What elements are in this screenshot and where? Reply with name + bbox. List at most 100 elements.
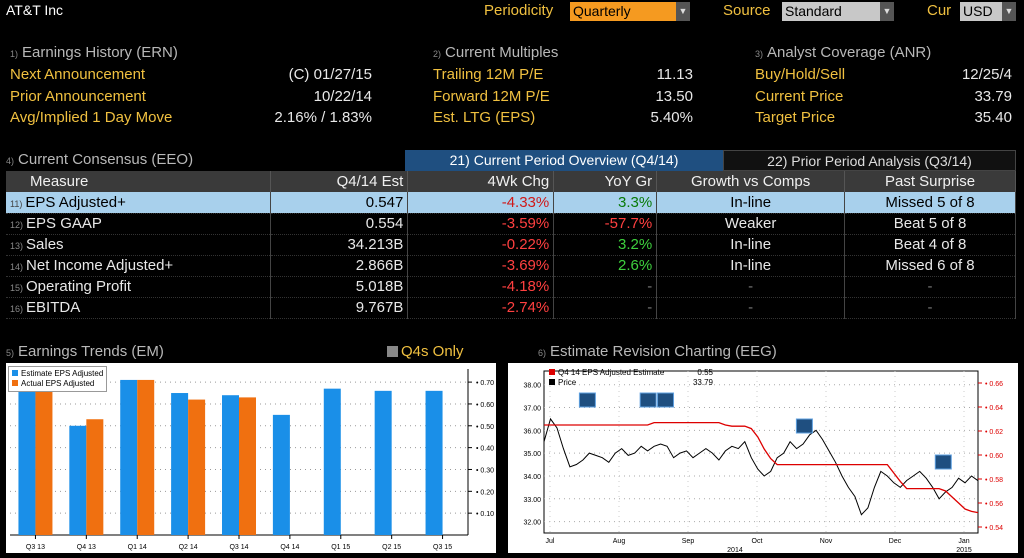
- right-tick-label: • 0.62: [985, 429, 1003, 436]
- current-price-value: 33.79: [974, 88, 1012, 105]
- legend-swatch-red: [549, 369, 555, 375]
- analyst-coverage-title[interactable]: 3) Analyst Coverage (ANR): [755, 44, 931, 61]
- legend-price-value: 33.79: [692, 378, 713, 387]
- table-row[interactable]: 14) Net Income Adjusted+ 2.866B -3.69% 2.6% I…: [6, 255, 1016, 277]
- y-tick-label: • 0.70: [476, 380, 494, 387]
- row-4wk-chg: -3.69%: [407, 255, 555, 277]
- right-tick-label: • 0.58: [985, 477, 1003, 484]
- legend-estimate-label: Estimate EPS Adjusted: [21, 369, 104, 378]
- table-row[interactable]: 12) EPS GAAP 0.554 -3.59% -57.7% Weaker Beat 5…: [6, 213, 1016, 235]
- legend-estimate-line-label: Q4 14 EPS Adjusted Estimate: [558, 368, 665, 377]
- right-tick-label: • 0.66: [985, 381, 1003, 388]
- row-past-surprise: -: [844, 297, 1016, 319]
- current-consensus-title[interactable]: 4) Current Consensus (EEO): [6, 151, 193, 168]
- x-tick-label: Dec: [889, 538, 902, 545]
- bar-actual: [239, 397, 256, 535]
- earnings-event-icon: [795, 418, 813, 434]
- bar-estimate: [18, 388, 36, 535]
- row-growth-vs-comps: -: [656, 297, 846, 319]
- row-measure-text: EPS Adjusted+: [25, 193, 126, 211]
- earnings-history-title[interactable]: 1) Earnings History (ERN): [10, 44, 178, 61]
- row-4wk-chg: -2.74%: [407, 297, 555, 319]
- table-row[interactable]: 16) EBITDA 9.767B -2.74% - - -: [6, 297, 1016, 319]
- tab-current-period[interactable]: 21) Current Period Overview (Q4/14): [405, 150, 723, 171]
- x-tick-label: Q3 14: [229, 544, 248, 551]
- legend-swatch-black: [549, 379, 555, 385]
- plot-area: [543, 370, 979, 534]
- table-row[interactable]: 15) Operating Profit 5.018B -4.18% - - -: [6, 276, 1016, 298]
- section-title-text: Current Multiples: [445, 44, 559, 61]
- periodicity-select[interactable]: Quarterly ▼: [570, 2, 690, 21]
- table-row[interactable]: 11) EPS Adjusted+ 0.547 -4.33% 3.3% In-line Mi…: [6, 192, 1016, 214]
- current-multiples-title[interactable]: 2) Current Multiples: [433, 44, 558, 61]
- chevron-down-icon[interactable]: ▼: [676, 2, 690, 21]
- row-estimate: 9.767B: [270, 297, 409, 319]
- col-growth-vs-comps[interactable]: Growth vs Comps: [656, 171, 846, 192]
- day-move-value: 2.16% / 1.83%: [274, 109, 372, 126]
- col-yoy-gr[interactable]: YoY Gr: [553, 171, 658, 192]
- y-tick-label: • 0.30: [476, 467, 494, 474]
- q4s-only-toggle[interactable]: Q4s Only: [387, 343, 464, 360]
- periodicity-value: Quarterly: [573, 3, 631, 19]
- table-row[interactable]: 13) Sales 34.213B -0.22% 3.2% In-line Beat 4 o…: [6, 234, 1016, 256]
- estimate-line: [544, 421, 979, 514]
- row-number: 11): [10, 198, 23, 209]
- row-past-surprise: -: [844, 276, 1016, 298]
- source-select[interactable]: Standard ▼: [782, 2, 894, 21]
- row-yoy-gr: 3.2%: [553, 234, 658, 256]
- left-tick-label: 33.00: [523, 497, 541, 504]
- left-tick-label: 36.00: [523, 428, 541, 435]
- row-estimate: 34.213B: [270, 234, 409, 256]
- tab-prior-period[interactable]: 22) Prior Period Analysis (Q3/14): [723, 150, 1016, 171]
- right-tick-label: • 0.56: [985, 501, 1003, 508]
- estimate-revision-title[interactable]: 6) Estimate Revision Charting (EEG): [538, 343, 777, 360]
- row-number: 16): [10, 304, 24, 314]
- price-line: [543, 417, 979, 516]
- periodicity-label: Periodicity: [484, 2, 554, 19]
- bar-estimate: [69, 425, 87, 535]
- earnings-event-icon: [578, 392, 596, 408]
- bar-actual: [137, 379, 155, 535]
- currency-label: Cur: [927, 2, 952, 19]
- left-tick-label: 35.00: [523, 451, 541, 458]
- chevron-down-icon[interactable]: ▼: [880, 2, 894, 21]
- section-title-text: Analyst Coverage (ANR): [767, 44, 932, 61]
- chevron-down-icon[interactable]: ▼: [1002, 2, 1016, 21]
- y-tick-label: • 0.40: [476, 446, 494, 453]
- legend-price-label: Price: [558, 378, 577, 387]
- x-tick-label: Q1 15: [331, 544, 350, 551]
- section-title-text: Earnings History (ERN): [22, 44, 178, 61]
- section-number: 5): [6, 348, 15, 358]
- col-measure[interactable]: Measure: [6, 171, 272, 192]
- col-4wk-chg[interactable]: 4Wk Chg: [407, 171, 555, 192]
- security-title: AT&T Inc: [6, 2, 64, 18]
- x-tick-label: Q4 14: [280, 544, 299, 551]
- day-move-label: Avg/Implied 1 Day Move: [10, 109, 173, 126]
- estimate-revision-svg: 32.00 33.00 34.00 35.00 36.00 37.00 38.00 • 0.5…: [523, 370, 1003, 554]
- prior-announcement-value: 10/22/14: [313, 88, 372, 105]
- header-controls: Periodicity Quarterly ▼ Source Standard …: [0, 1, 1024, 23]
- x-tick-label: Sep: [682, 538, 695, 545]
- currency-value: USD: [963, 3, 993, 19]
- currency-select[interactable]: USD ▼: [960, 2, 1016, 21]
- row-4wk-chg: -0.22%: [407, 234, 555, 256]
- row-measure-text: Operating Profit: [26, 278, 132, 295]
- source-value: Standard: [785, 3, 842, 19]
- earnings-trends-chart: • 0.10 • 0.20 • 0.30 • 0.40 • 0.50 • 0.60 • 0.…: [6, 363, 496, 553]
- legend-item-estimate: Estimate EPS Adjusted: [12, 369, 103, 379]
- earnings-trends-title[interactable]: 5) Earnings Trends (EM): [6, 343, 164, 360]
- row-number: 12): [10, 220, 24, 230]
- bar-estimate: [120, 379, 138, 535]
- legend-item-price: Price 33.79: [549, 378, 713, 388]
- bar-estimate: [272, 414, 290, 535]
- row-estimate: 0.547: [270, 192, 409, 214]
- col-estimate[interactable]: Q4/14 Est: [270, 171, 409, 192]
- legend-actual-label: Actual EPS Adjusted: [21, 379, 95, 388]
- col-past-surprise[interactable]: Past Surprise: [844, 171, 1016, 192]
- row-past-surprise: Beat 4 of 8: [844, 234, 1016, 256]
- next-announcement-value: (C) 01/27/15: [288, 66, 372, 83]
- y-tick-label: • 0.10: [476, 511, 494, 518]
- row-4wk-chg: -4.33%: [407, 192, 555, 214]
- forward-pe-label: Forward 12M P/E: [433, 88, 550, 105]
- checkbox-icon[interactable]: [387, 346, 398, 357]
